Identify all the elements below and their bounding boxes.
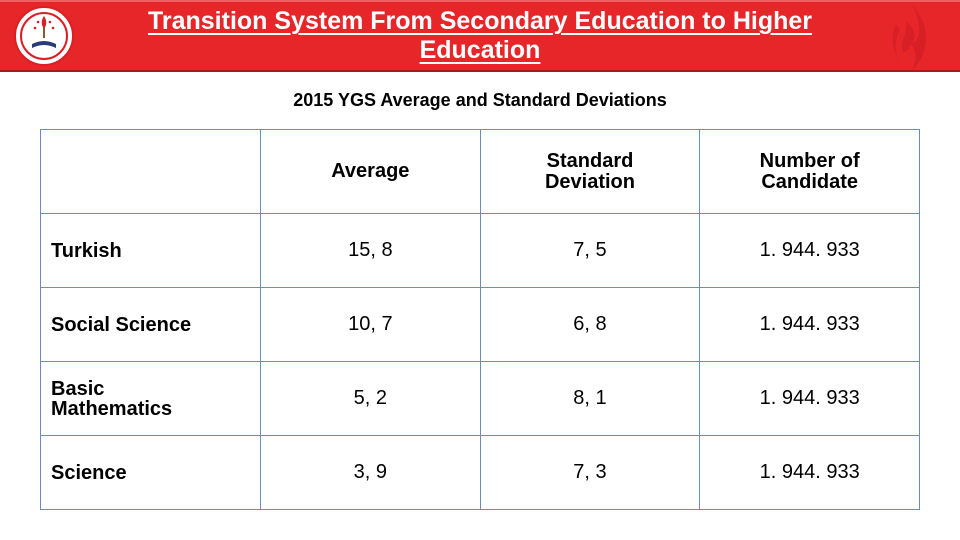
table-title: 2015 YGS Average and Standard Deviations — [40, 90, 920, 111]
col-header-cand-l2: Candidate — [761, 171, 858, 193]
cell-candidates: 1. 944. 933 — [700, 288, 920, 362]
cell-candidates: 1. 944. 933 — [700, 362, 920, 436]
col-header-stddev: Standard Deviation — [480, 130, 700, 214]
col-header-subject — [41, 130, 261, 214]
cell-stddev: 7, 3 — [480, 436, 700, 510]
table-row: Social Science 10, 7 6, 8 1. 944. 933 — [41, 288, 920, 362]
cell-candidates: 1. 944. 933 — [700, 214, 920, 288]
table-row: Basic Mathematics 5, 2 8, 1 1. 944. 933 — [41, 362, 920, 436]
cell-average: 5, 2 — [261, 362, 481, 436]
cell-average: 10, 7 — [261, 288, 481, 362]
ministry-logo-icon — [14, 6, 74, 66]
ygs-stats-table: Average Standard Deviation Number of Can… — [40, 129, 920, 510]
col-header-stddev-l1: Standard — [547, 150, 634, 172]
table-row: Turkish 15, 8 7, 5 1. 944. 933 — [41, 214, 920, 288]
cell-stddev: 6, 8 — [480, 288, 700, 362]
content-area: 2015 YGS Average and Standard Deviations… — [0, 72, 960, 510]
col-header-average: Average — [261, 130, 481, 214]
cell-stddev: 8, 1 — [480, 362, 700, 436]
cell-subject: Basic Mathematics — [41, 362, 261, 436]
cell-average: 3, 9 — [261, 436, 481, 510]
header-band: Transition System From Secondary Educati… — [0, 0, 960, 72]
cell-average: 15, 8 — [261, 214, 481, 288]
page-title: Transition System From Secondary Educati… — [0, 7, 960, 65]
table-row: Science 3, 9 7, 3 1. 944. 933 — [41, 436, 920, 510]
cell-subject-l2: Mathematics — [51, 398, 172, 420]
cell-subject-l1: Basic — [51, 378, 104, 400]
cell-stddev: 7, 5 — [480, 214, 700, 288]
col-header-cand-l1: Number of — [760, 150, 860, 172]
flame-logo-icon — [872, 0, 950, 76]
cell-subject: Turkish — [41, 214, 261, 288]
cell-subject: Science — [41, 436, 261, 510]
cell-subject: Social Science — [41, 288, 261, 362]
col-header-stddev-l2: Deviation — [545, 171, 635, 193]
cell-candidates: 1. 944. 933 — [700, 436, 920, 510]
col-header-candidates: Number of Candidate — [700, 130, 920, 214]
table-header-row: Average Standard Deviation Number of Can… — [41, 130, 920, 214]
